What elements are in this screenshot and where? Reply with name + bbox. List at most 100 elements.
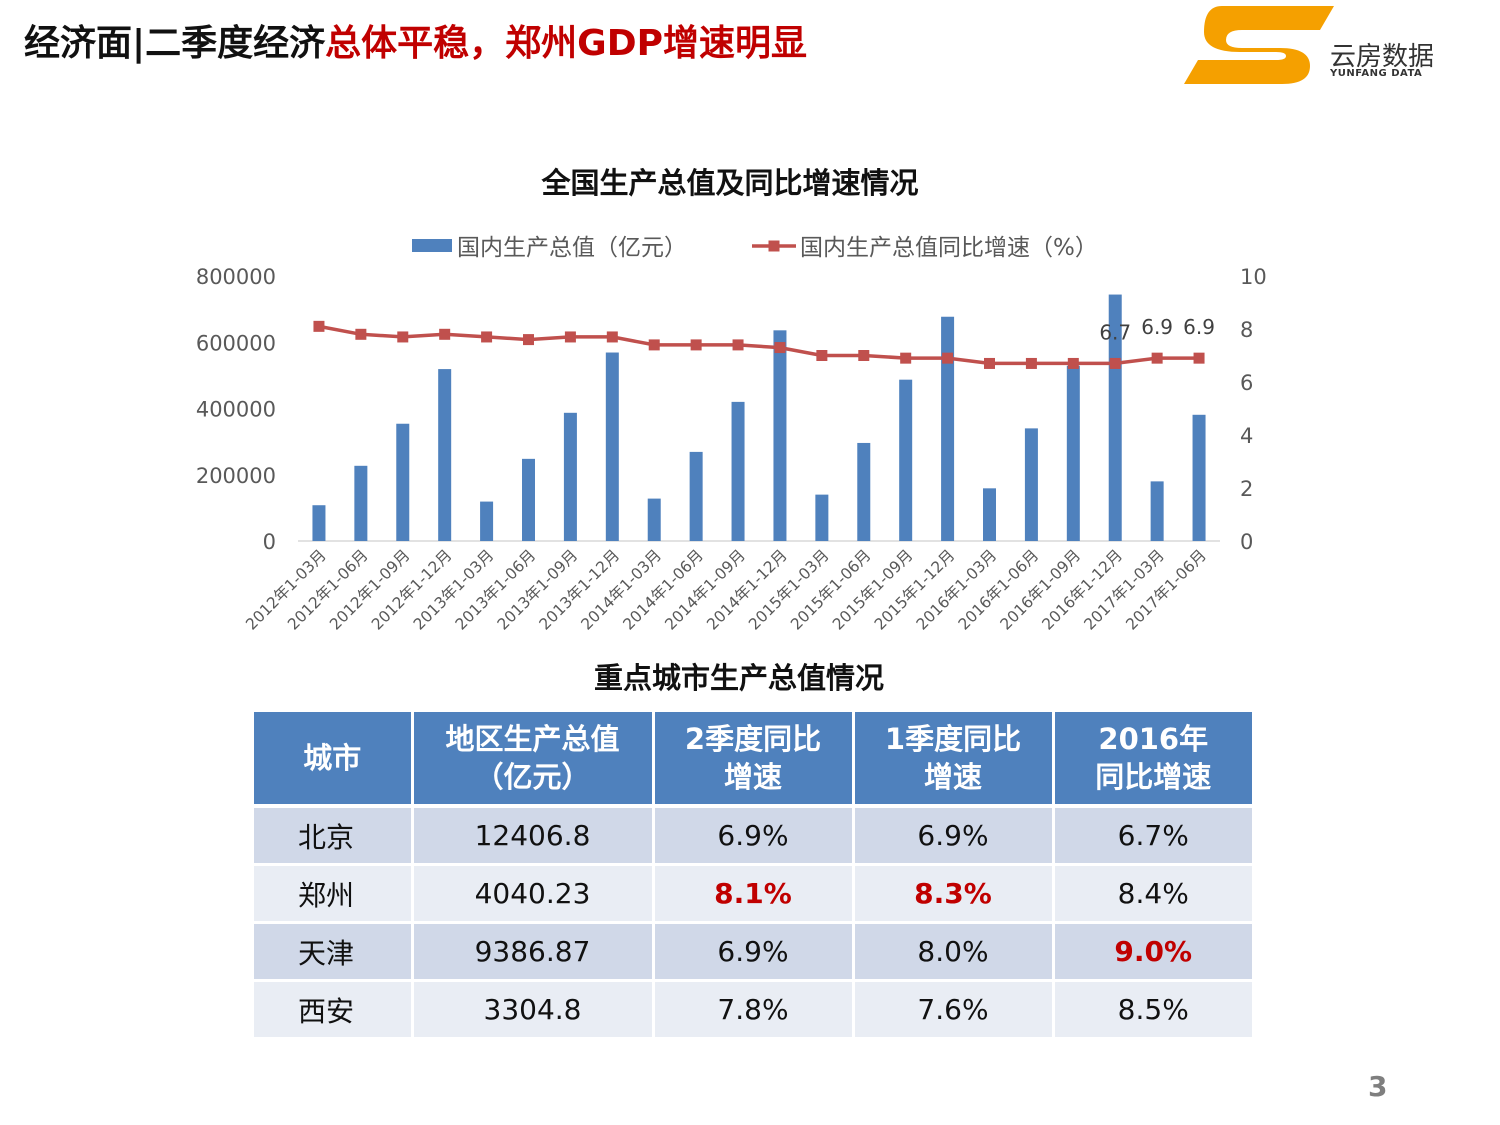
header-q2-line2: 增速 xyxy=(723,760,782,794)
header-2016-line1: 2016年 xyxy=(1098,722,1209,756)
growth-marker xyxy=(313,320,325,332)
cell-q1: 8.0% xyxy=(853,922,1055,982)
logo-text: 云房数据 xyxy=(1330,42,1435,72)
page-title-main: 经济面|二季度经济 xyxy=(24,23,326,64)
growth-marker xyxy=(858,350,870,361)
city-gdp-table: 城市 地区生产总值 （亿元） 2季度同比 增速 1季度同比 增速 2016年 同比增速 … xyxy=(254,712,1252,1040)
cell-q2: 6.9% xyxy=(653,806,855,866)
header-city: 城市 xyxy=(254,712,414,808)
gdp-bar xyxy=(899,379,913,541)
gdp-bar xyxy=(1192,414,1206,541)
cell-q2: 8.1% xyxy=(653,864,855,924)
header-q2-line1: 2季度同比 xyxy=(684,722,822,756)
table-row: 西安 3304.8 7.8% 7.6% 8.5% xyxy=(254,980,1252,1040)
chart-title: 全国生产总值及同比增速情况 xyxy=(541,166,919,200)
growth-marker xyxy=(355,328,367,340)
table-row: 郑州 4040.23 8.1% 8.3% 8.4% xyxy=(254,864,1252,924)
y-right-tick-label: 8 xyxy=(1240,318,1253,342)
growth-marker xyxy=(1109,357,1121,369)
gdp-bar xyxy=(983,488,996,541)
cell-2016: 6.7% xyxy=(1053,806,1252,866)
y-right-tick-label: 6 xyxy=(1240,371,1253,395)
gdp-bar xyxy=(480,501,494,541)
y-right-tick-label: 0 xyxy=(1240,530,1253,554)
cell-city: 郑州 xyxy=(254,864,414,924)
header-q1-line2: 增速 xyxy=(923,760,982,794)
header-q1-line1: 1季度同比 xyxy=(884,722,1022,756)
gdp-bar xyxy=(773,330,787,541)
page-title: 经济面|二季度经济总体平稳，郑州GDP增速明显 xyxy=(24,14,807,66)
cell-2016: 8.5% xyxy=(1053,980,1252,1040)
gdp-bar xyxy=(1066,365,1080,541)
cell-gdp: 3304.8 xyxy=(412,980,655,1040)
growth-marker xyxy=(397,331,409,343)
gdp-bar xyxy=(731,401,745,541)
page-number: 3 xyxy=(1368,1070,1388,1103)
growth-data-label: 6.7 xyxy=(1099,320,1131,344)
gdp-bar xyxy=(605,352,619,541)
cell-2016: 9.0% xyxy=(1053,922,1252,982)
cell-q2: 6.9% xyxy=(653,922,855,982)
table-title: 重点城市生产总值情况 xyxy=(593,661,884,695)
gdp-bar xyxy=(396,423,410,541)
gdp-bar xyxy=(438,369,452,541)
legend-bar-label: 国内生产总值（亿元） xyxy=(457,235,687,261)
yunfang-logo-icon xyxy=(1184,6,1334,84)
table-row: 北京 12406.8 6.9% 6.9% 6.7% xyxy=(254,806,1252,866)
growth-marker xyxy=(1151,352,1163,364)
cell-q1: 8.3% xyxy=(853,864,1055,924)
y-right-tick-label: 10 xyxy=(1240,265,1267,289)
gdp-bar xyxy=(1108,294,1122,541)
header-2016-growth: 2016年同比增速 xyxy=(1053,712,1252,808)
legend-line-marker xyxy=(768,240,780,252)
growth-data-label: 6.9 xyxy=(1141,315,1173,339)
growth-marker xyxy=(648,339,660,351)
header-q2-growth: 2季度同比增速 xyxy=(653,712,855,808)
gdp-chart: 0 200000 400000 600000 800000 0 2 4 6 8 10 6.7 6.9 6.… xyxy=(196,235,1267,634)
header-city-line1: 城市 xyxy=(303,741,362,775)
gdp-bar xyxy=(312,505,326,541)
cell-gdp: 12406.8 xyxy=(412,806,655,866)
header-q1-growth: 1季度同比增速 xyxy=(853,712,1055,808)
y-left-tick-label: 200000 xyxy=(196,464,276,488)
cell-gdp: 9386.87 xyxy=(412,922,655,982)
growth-line xyxy=(318,324,1199,366)
cell-q1: 7.6% xyxy=(853,980,1055,1040)
header-2016-line2: 同比增速 xyxy=(1095,760,1212,794)
growth-marker xyxy=(1193,352,1205,364)
gdp-bar xyxy=(857,442,871,541)
header-gdp: 地区生产总值 （亿元） xyxy=(412,712,655,808)
cell-city: 北京 xyxy=(254,806,414,866)
cell-gdp: 4040.23 xyxy=(412,864,655,924)
growth-marker xyxy=(564,331,576,343)
growth-marker xyxy=(439,328,451,340)
legend-line-label: 国内生产总值同比增速（%） xyxy=(800,235,1098,261)
y-right-tick-label: 2 xyxy=(1240,477,1253,501)
logo-subtext: YUNFANG DATA xyxy=(1330,68,1423,79)
growth-marker xyxy=(942,352,954,364)
growth-marker xyxy=(900,352,912,364)
header-gdp-line2: （亿元） xyxy=(474,760,591,794)
table-header-row: 城市 地区生产总值 （亿元） 2季度同比增速 1季度同比增速 2016年同比增速 xyxy=(254,712,1252,808)
growth-marker xyxy=(606,331,618,343)
gdp-bar xyxy=(815,494,829,541)
gdp-bar xyxy=(1150,481,1164,541)
growth-marker xyxy=(816,350,828,361)
y-left-tick-label: 800000 xyxy=(196,265,276,289)
cell-city: 天津 xyxy=(254,922,414,982)
y-left-tick-label: 0 xyxy=(263,530,276,554)
growth-marker xyxy=(481,331,493,343)
page-title-highlight: 总体平稳，郑州GDP增速明显 xyxy=(325,23,807,64)
gdp-bar xyxy=(689,451,703,541)
cell-q1: 6.9% xyxy=(853,806,1055,866)
y-left-tick-label: 600000 xyxy=(196,331,276,355)
gdp-bar xyxy=(647,498,661,541)
growth-marker xyxy=(774,342,786,354)
gdp-bar xyxy=(522,458,535,541)
growth-data-label: 6.9 xyxy=(1183,315,1215,339)
growth-marker xyxy=(523,334,534,346)
gdp-bar xyxy=(941,316,955,541)
y-right-tick-label: 4 xyxy=(1240,424,1253,448)
growth-marker xyxy=(690,339,702,351)
growth-marker xyxy=(732,339,744,351)
